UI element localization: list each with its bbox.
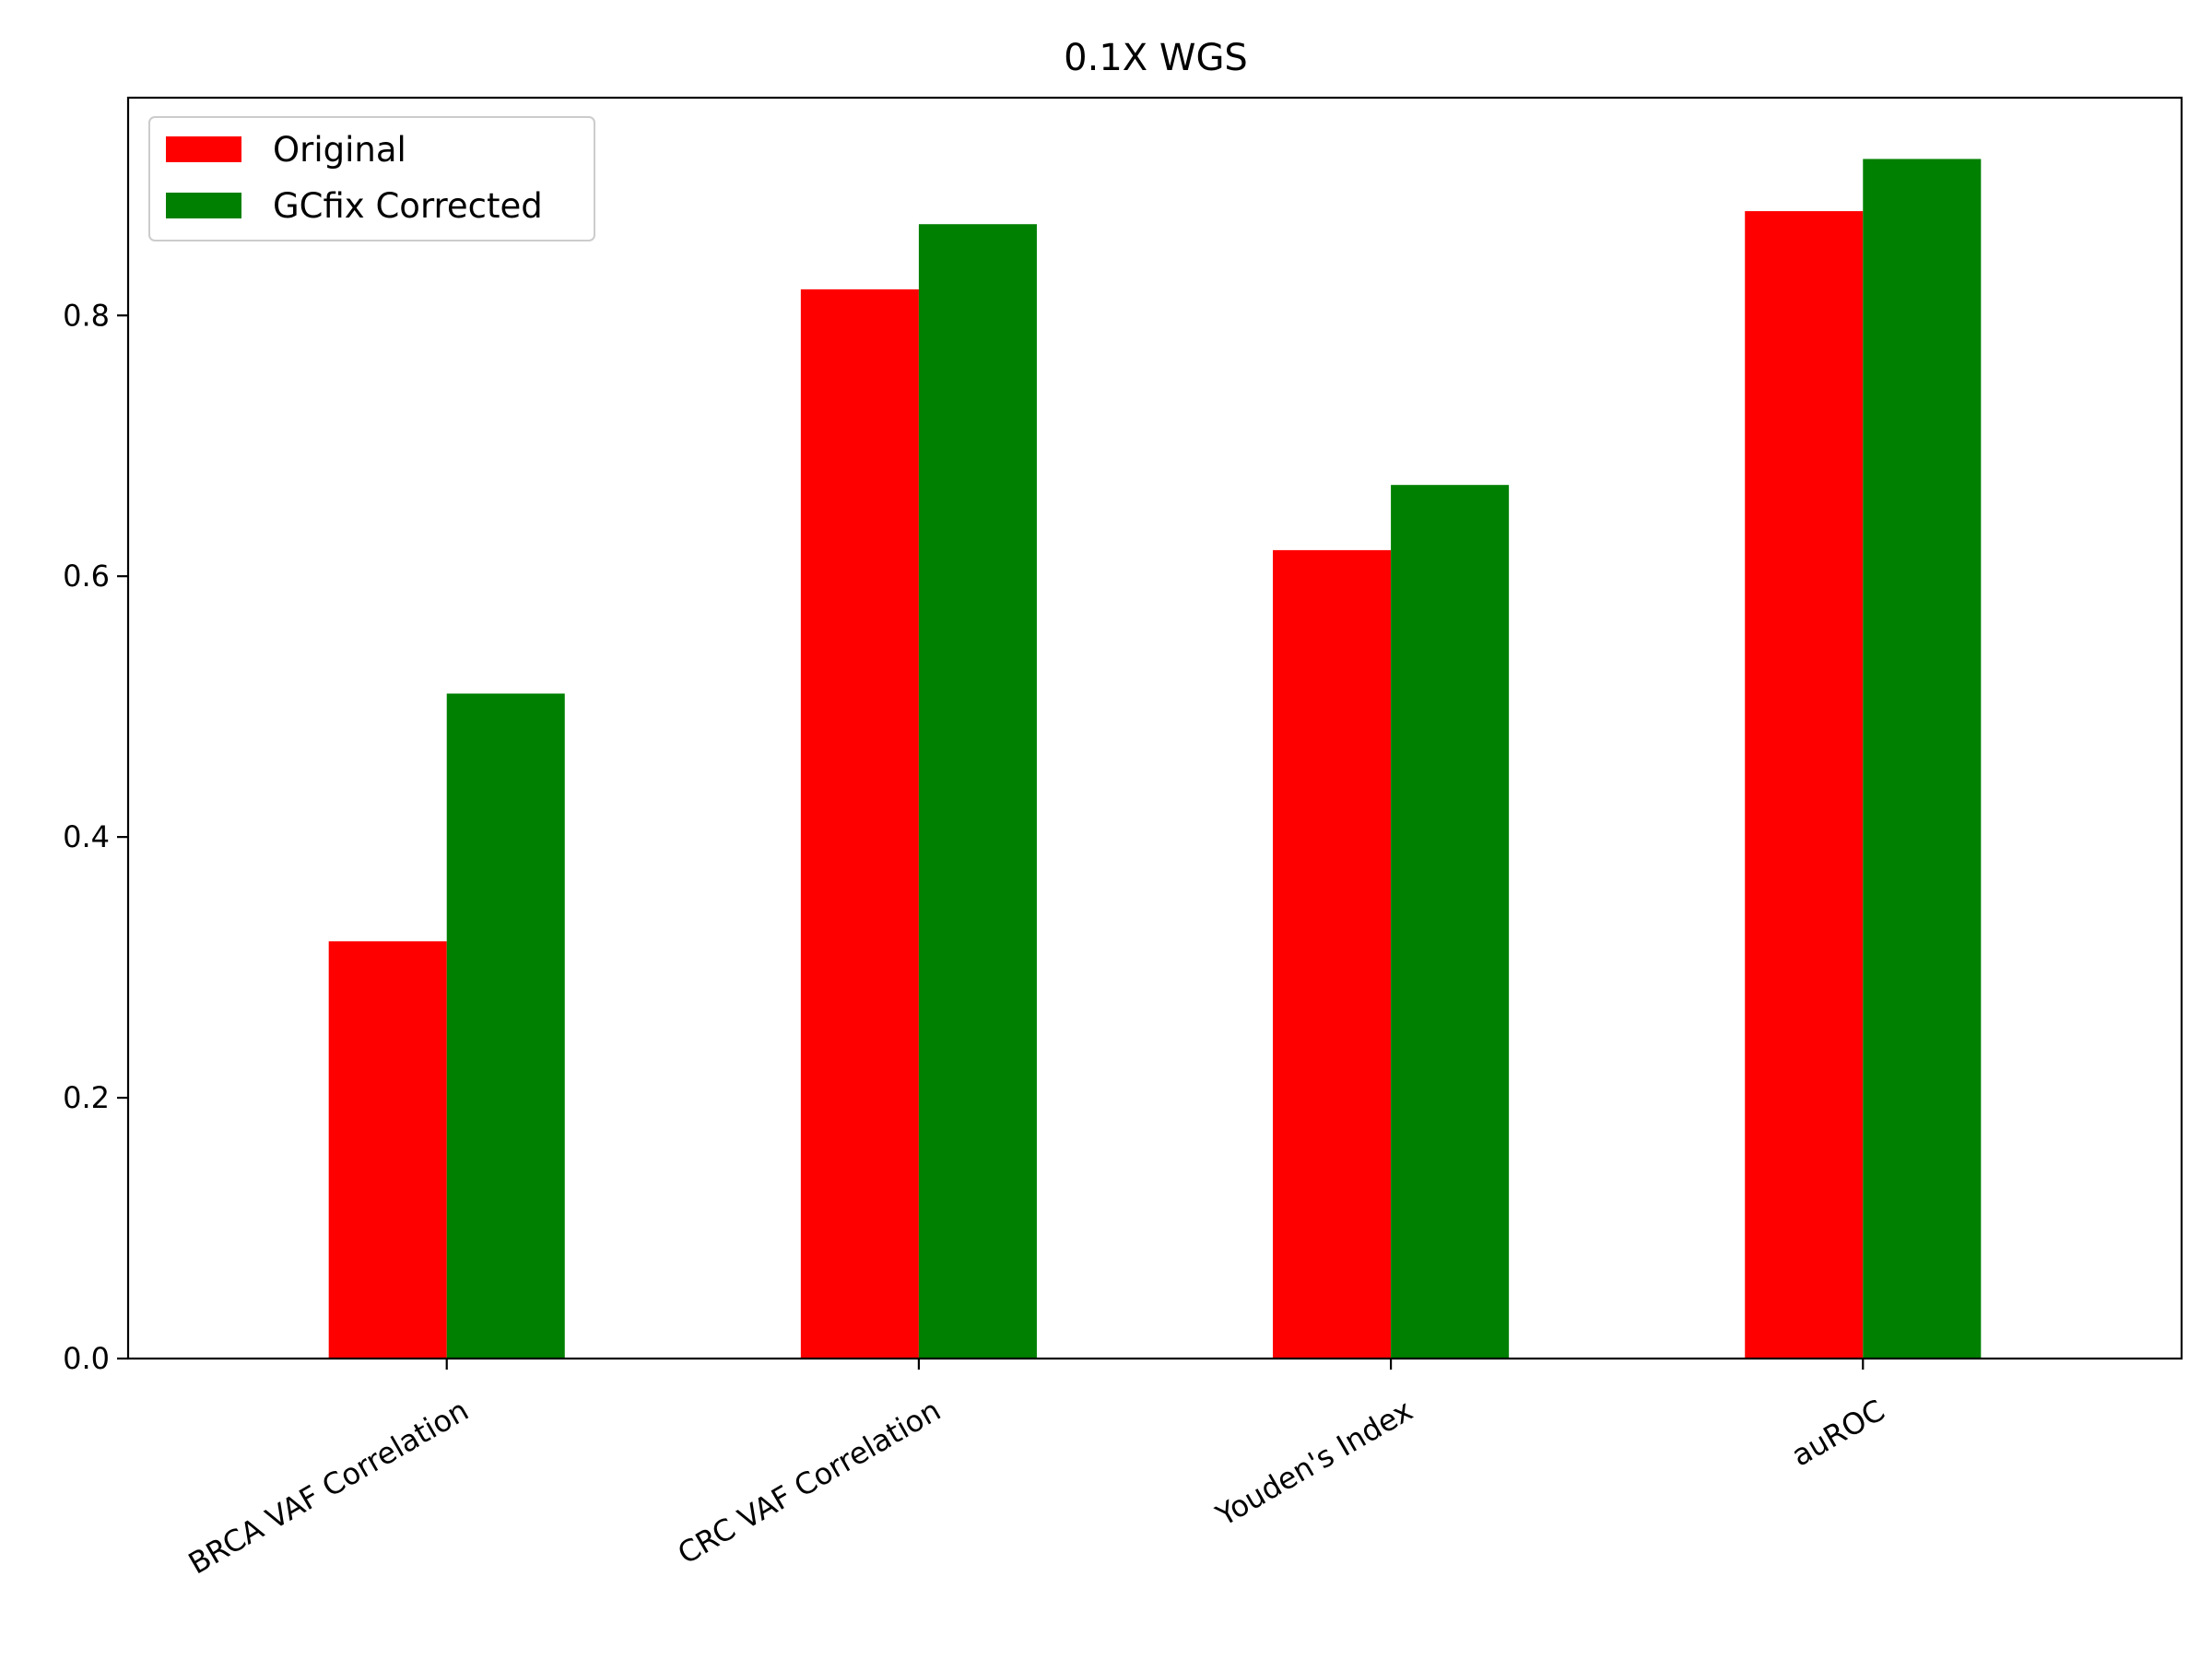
x-tick-label: auROC: [1785, 1393, 1890, 1474]
x-tick-label: CRC VAF Correlation: [672, 1393, 947, 1571]
bar-original-1: [800, 288, 919, 1359]
y-tick-label: 0.2: [63, 1080, 110, 1115]
legend: Original GCfix Corrected: [148, 116, 595, 241]
bar-gcfix-corrected-2: [1391, 485, 1510, 1359]
plot-frame: [126, 96, 2183, 1360]
chart-title: 0.1X WGS: [1064, 37, 1248, 79]
x-tick-label: Youden's Index: [1209, 1393, 1418, 1534]
bar-gcfix-corrected-0: [446, 693, 565, 1359]
bar-original-0: [328, 941, 447, 1359]
bar-original-3: [1745, 211, 1864, 1359]
bar-gcfix-corrected-1: [918, 224, 1037, 1359]
legend-label-0: Original: [273, 130, 406, 170]
y-tick-label: 0.6: [63, 559, 110, 594]
x-tick-label: BRCA VAF Correlation: [182, 1393, 475, 1582]
legend-swatch-0: [166, 136, 241, 162]
legend-swatch-1: [166, 193, 241, 218]
y-tick-label: 0.0: [63, 1341, 110, 1376]
bars-layer: [328, 159, 1982, 1359]
legend-box: [148, 116, 595, 241]
y-tick-label: 0.8: [63, 298, 110, 333]
y-tick-label: 0.4: [63, 819, 110, 854]
bar-gcfix-corrected-3: [1863, 159, 1982, 1359]
bar-original-2: [1273, 549, 1392, 1359]
legend-label-1: GCfix Corrected: [273, 186, 543, 226]
